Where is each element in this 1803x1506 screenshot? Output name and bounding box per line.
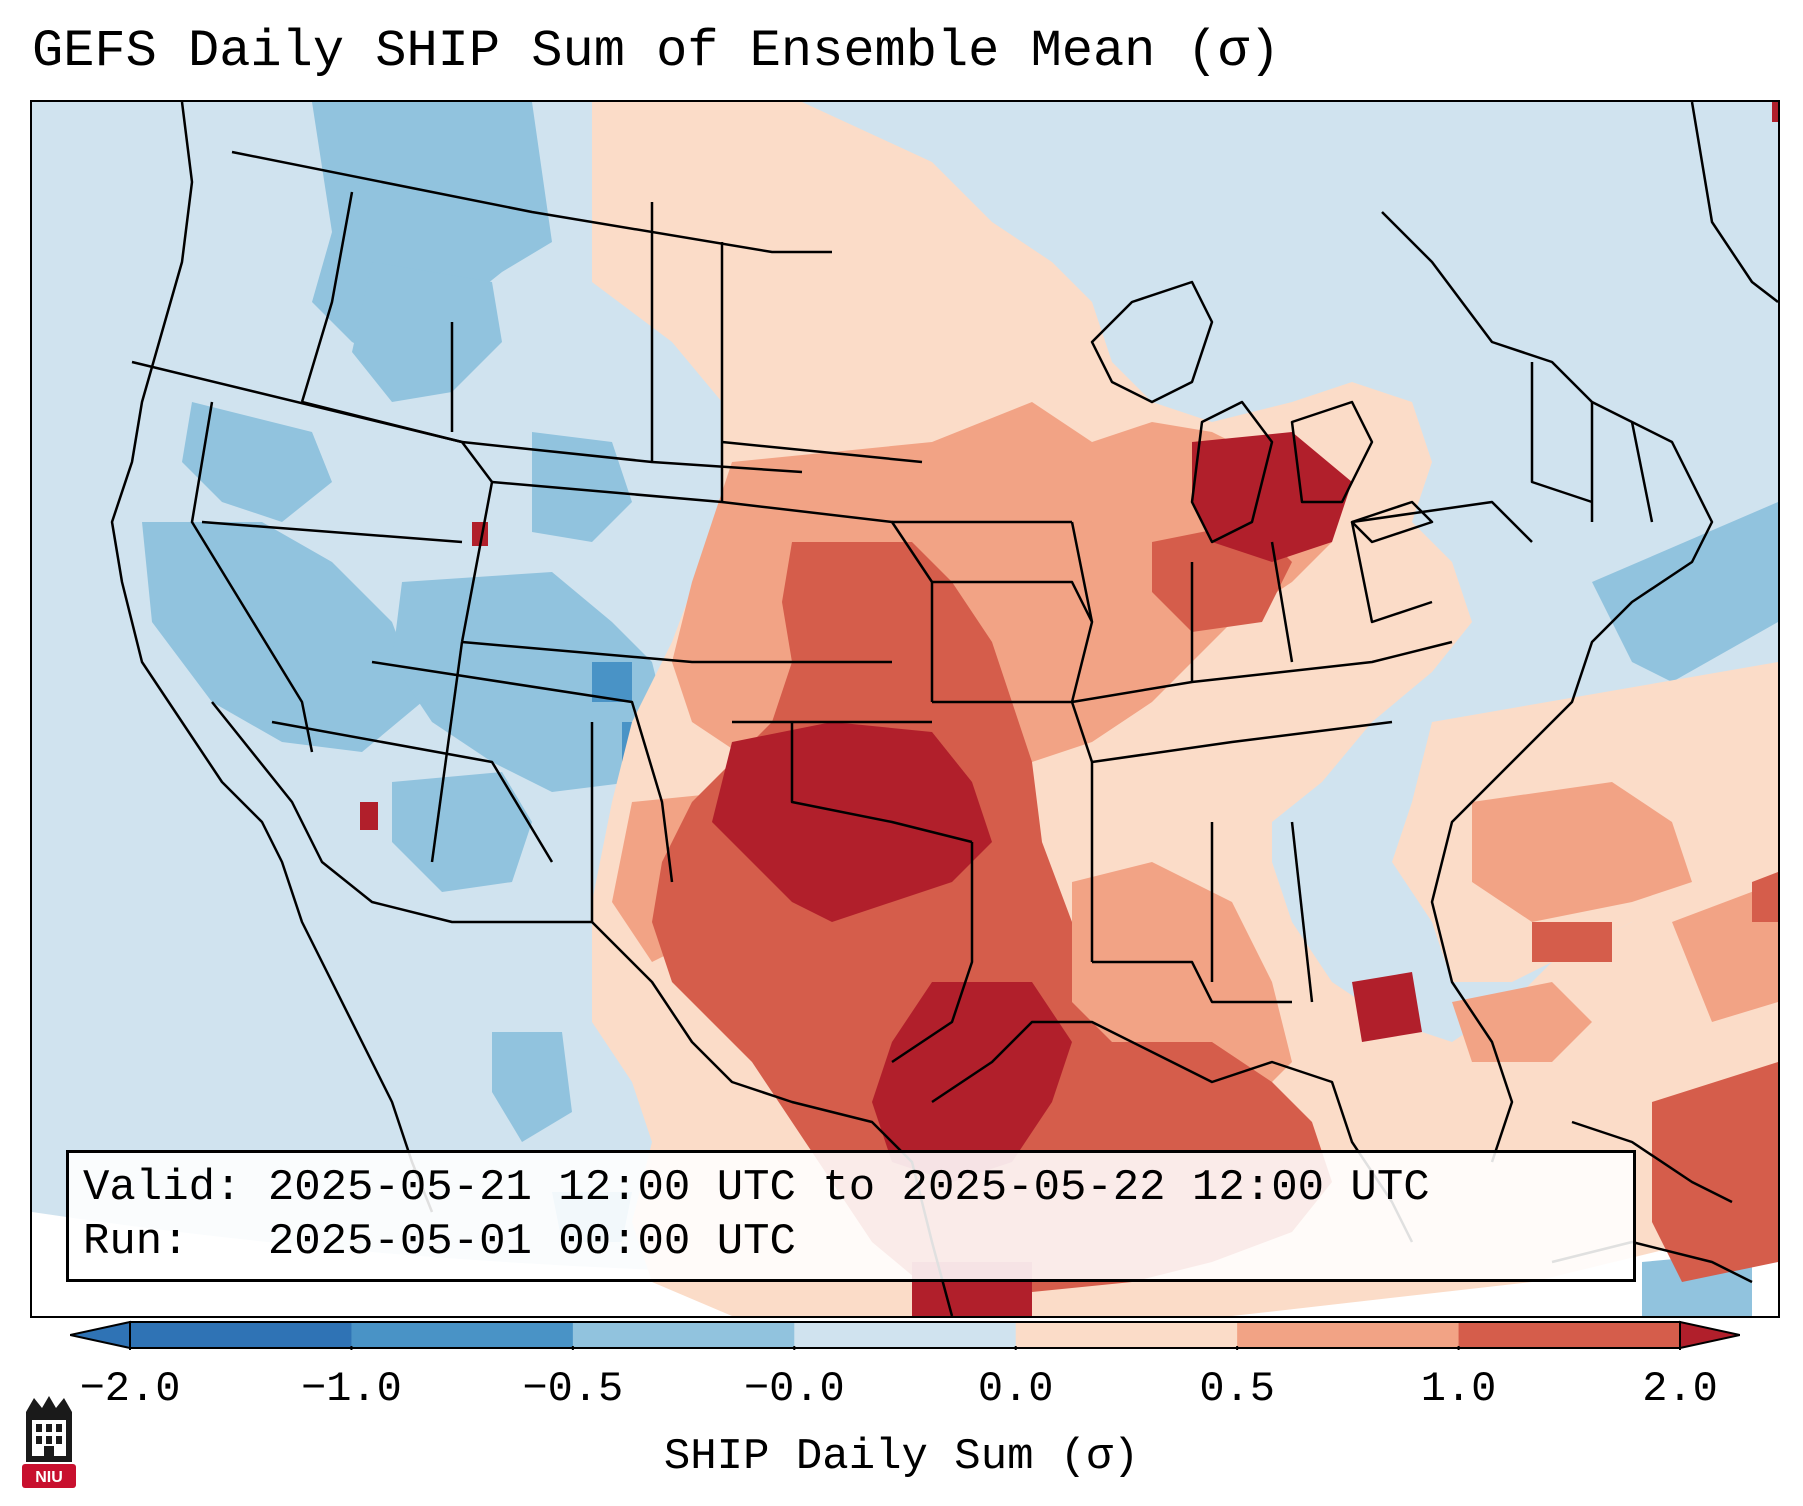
- run-label: Run:: [83, 1217, 189, 1267]
- colorbar-tick-label: 0.0: [977, 1365, 1054, 1413]
- colorbar-tick-label: −0.5: [522, 1365, 624, 1413]
- run-row: Run: 2025-05-01 00:00 UTC: [83, 1215, 1619, 1269]
- colorbar-extend-low: [70, 1320, 131, 1350]
- map-panel: [30, 100, 1780, 1318]
- colorbar-segment: [794, 1322, 1017, 1348]
- colorbar-tick-label: 1.0: [1420, 1365, 1497, 1413]
- logo-text: NIU: [35, 1469, 63, 1486]
- colorbar-label: SHIP Daily Sum (σ): [663, 1432, 1140, 1482]
- positive-max-areas: [360, 102, 1778, 1316]
- run-value: 2025-05-01 00:00 UTC: [267, 1217, 796, 1267]
- colorbar-segment: [351, 1322, 574, 1348]
- niu-logo-icon: NIU: [22, 1396, 76, 1488]
- valid-row: Valid: 2025-05-21 12:00 UTC to 2025-05-2…: [83, 1161, 1619, 1215]
- valid-label: Valid:: [83, 1163, 242, 1213]
- validity-info-box: Valid: 2025-05-21 12:00 UTC to 2025-05-2…: [66, 1150, 1636, 1282]
- negative-anomaly-areas: [142, 102, 1778, 1316]
- colorbar-tick-label: −2.0: [79, 1365, 181, 1413]
- colorbar-tick-label: 0.5: [1199, 1365, 1275, 1413]
- shading-map: [32, 102, 1778, 1316]
- map-title: GEFS Daily SHIP Sum of Ensemble Mean (σ): [32, 22, 1281, 81]
- colorbar-segment: [1458, 1322, 1681, 1348]
- colorbar-segment: [1237, 1322, 1460, 1348]
- colorbar-segment: [130, 1322, 352, 1348]
- colorbar-tick-label: −0.0: [743, 1365, 845, 1413]
- colorbar-border: [129, 1321, 1681, 1349]
- colorbar-tick-label: −1.0: [301, 1365, 402, 1413]
- colorbar: [70, 1320, 1740, 1350]
- colorbar-tick-label: 2.0: [1642, 1365, 1718, 1413]
- colorbar-ticks: −2.0 −1.0 −0.5 −0.0 0.0 0.5 1.0 2.0: [0, 1365, 1803, 1415]
- colorbar-extend-high: [1679, 1320, 1740, 1350]
- valid-value: 2025-05-21 12:00 UTC to 2025-05-22 12:00…: [267, 1163, 1430, 1213]
- colorbar-segment: [572, 1322, 795, 1348]
- colorbar-segment: [1015, 1322, 1238, 1348]
